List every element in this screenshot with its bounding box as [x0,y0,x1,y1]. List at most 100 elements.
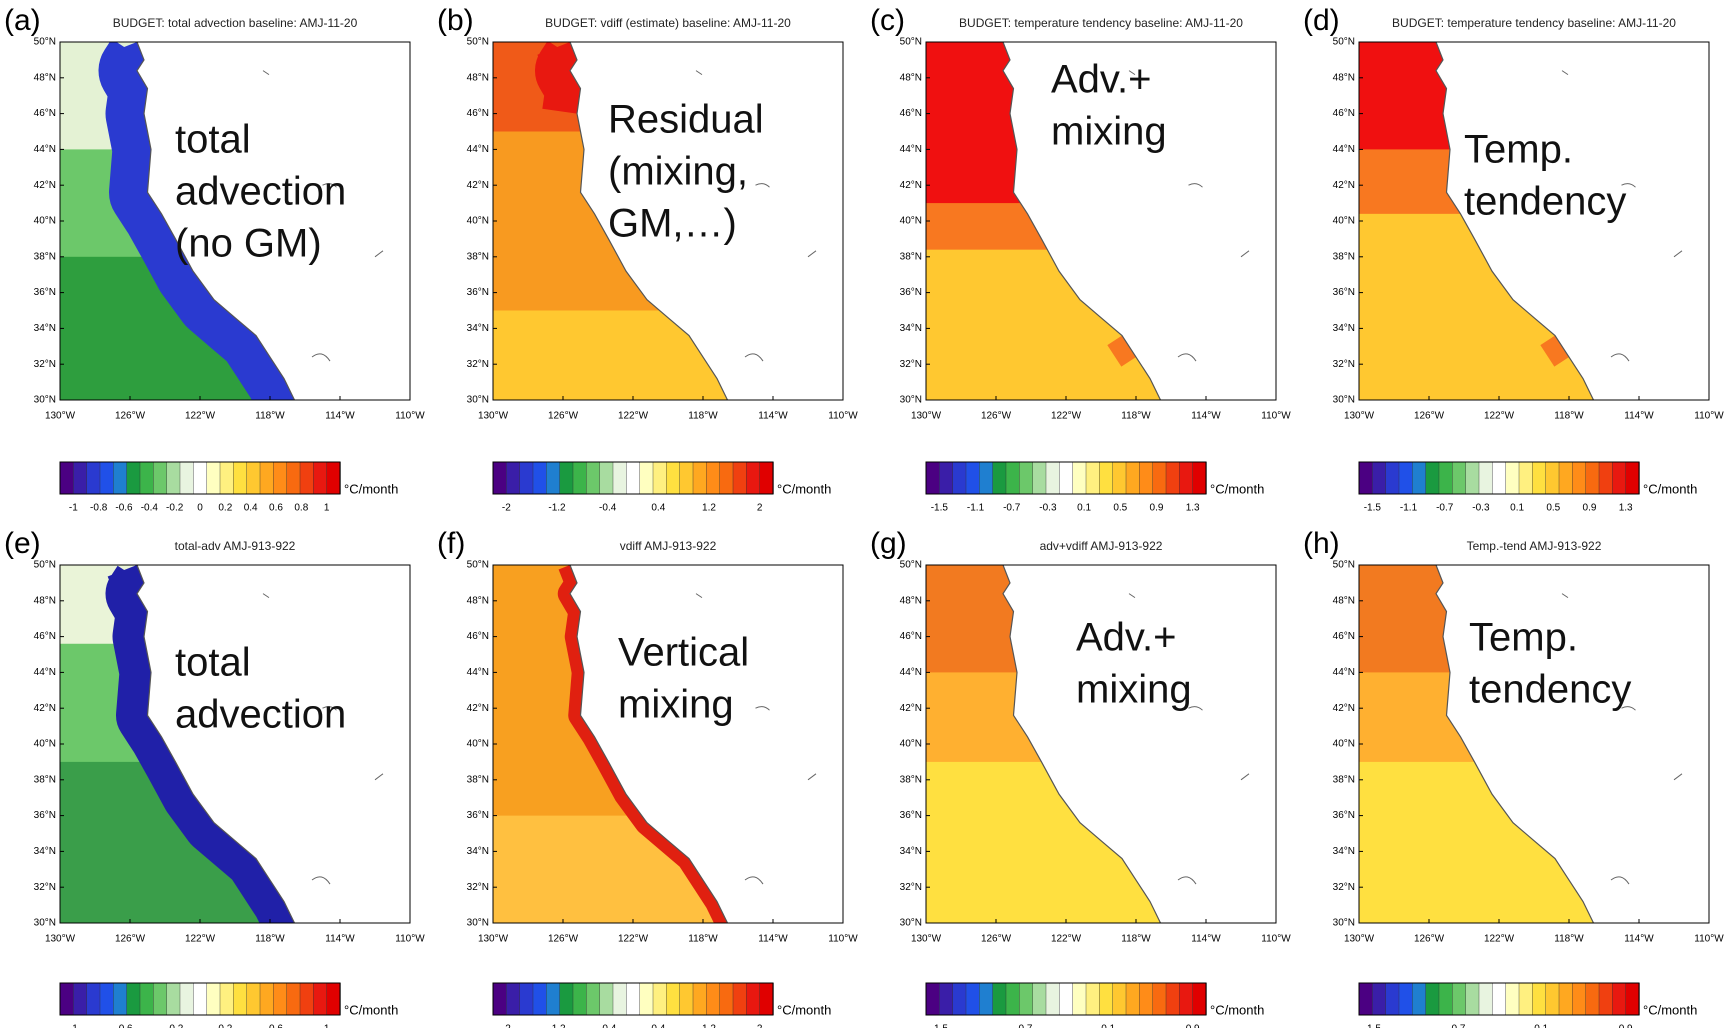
lat-tick-label: 42°N [467,703,489,714]
colorbar-box [612,461,628,495]
colorbar-box [519,982,534,1016]
coastline [569,564,729,924]
colorbar-box [1192,982,1207,1016]
colorbar-tick-label: -0.4 [141,503,159,514]
colorbar-tick-label: 0.1 [1534,1024,1548,1028]
colorbar-box [113,982,128,1016]
colorbar-box [1532,461,1547,495]
lat-tick-label: 36°N [1333,287,1355,298]
colorbar-box [1019,982,1034,1016]
lat-tick-label: 34°N [900,323,922,334]
lat-tick-label: 32°N [467,882,489,893]
colorbar-tick-label: -1 [69,1024,78,1028]
colorbar-box [286,982,301,1016]
colorbar-box [1478,982,1494,1016]
lat-tick-label: 34°N [1333,323,1355,334]
lat-tick-label: 38°N [467,774,489,785]
lat-tick-label: 50°N [900,560,922,571]
colorbar-box [206,982,221,1016]
annotation: (mixing, [608,150,748,194]
lat-tick-label: 46°N [900,108,922,119]
lat-tick-label: 44°N [34,667,56,678]
lat-tick-label: 48°N [467,595,489,606]
colorbar-box [1505,982,1520,1016]
annotation: advection [175,170,346,214]
lon-tick-label: 118°W [255,411,285,422]
lon-tick-label: 114°W [758,411,788,422]
map-panel: (g) adv+vdiff AMJ-913-922 50°N 48°N 46°N 44°N… [870,527,1291,1028]
colorbar-box [492,982,508,1016]
colorbar-box [746,461,761,495]
colorbar-box [979,461,994,495]
colorbar-box [1398,982,1414,1016]
lat-tick-label: 40°N [467,739,489,750]
lon-tick-label: 122°W [1051,411,1082,422]
lat-tick-label: 44°N [1333,667,1355,678]
lat-tick-label: 48°N [467,72,489,83]
colorbar-box [286,461,301,495]
colorbar-box [273,982,288,1016]
colorbar-box [313,982,328,1016]
lat-tick-label: 36°N [900,287,922,298]
colorbar-tick-label: -0.8 [90,503,108,514]
colorbar-box [1179,982,1194,1016]
colorbar-box [1358,982,1374,1016]
lon-tick-label: 110°W [1261,934,1291,945]
colorbar-box [546,982,561,1016]
colorbar-box [1478,461,1494,495]
colorbar-box [193,461,208,495]
annotation: total [175,118,251,162]
colorbar-tick-label: -1 [69,503,78,514]
lat-tick-label: 38°N [900,774,922,785]
colorbar-tick-label: -0.7 [1003,503,1021,514]
colorbar-box [1099,982,1114,1016]
colorbar-box [1005,461,1021,495]
lat-tick-label: 32°N [1333,359,1355,370]
lat-tick-label: 38°N [34,774,56,785]
annotation: Temp. [1469,616,1578,660]
colorbar-tick-label: 0.9 [1583,503,1597,514]
lon-tick-label: 114°W [1191,411,1221,422]
colorbar-box [1598,461,1614,495]
colorbar-box [572,982,588,1016]
lon-tick-label: 110°W [1694,934,1724,945]
lat-tick-label: 38°N [900,251,922,262]
colorbar-box [153,982,168,1016]
colorbar-box [572,461,588,495]
lat-tick-label: 32°N [467,359,489,370]
land-features [262,70,384,362]
colorbar-unit: °C/month [344,1002,398,1017]
colorbar-box [99,461,115,495]
colorbar-box [679,982,694,1016]
panel-letter: (d) [1303,4,1340,37]
colorbar-box [59,982,75,1016]
colorbar-tick-label: -0.6 [115,503,133,514]
colorbar-box [166,461,181,495]
colorbar-box [1125,461,1141,495]
colorbar-box [992,461,1007,495]
colorbar-box [1412,982,1427,1016]
colorbar-tick-label: -1.2 [548,503,566,514]
colorbar-box [532,461,548,495]
lon-tick-label: 126°W [981,411,1012,422]
colorbar-box [506,982,521,1016]
colorbar-box [179,461,195,495]
colorbar-box [1425,461,1440,495]
colorbar-box [519,461,534,495]
colorbar-box [626,461,641,495]
colorbar-box [1505,461,1520,495]
lon-tick-label: 110°W [1261,411,1291,422]
colorbar-box [506,461,521,495]
colorbar-box [1059,461,1074,495]
colorbar-box [1112,982,1127,1016]
annotation: Residual [608,98,764,142]
lat-tick-label: 44°N [1333,144,1355,155]
colorbar-box [652,982,668,1016]
colorbar-box [1438,982,1454,1016]
colorbar-box [246,982,261,1016]
lat-tick-label: 30°N [1333,918,1355,929]
colorbar-box [1558,982,1574,1016]
annotation: mixing [618,683,734,727]
map-panel: (c) BUDGET: temperature tendency baseline… [870,4,1291,514]
panel-letter: (e) [4,527,41,560]
